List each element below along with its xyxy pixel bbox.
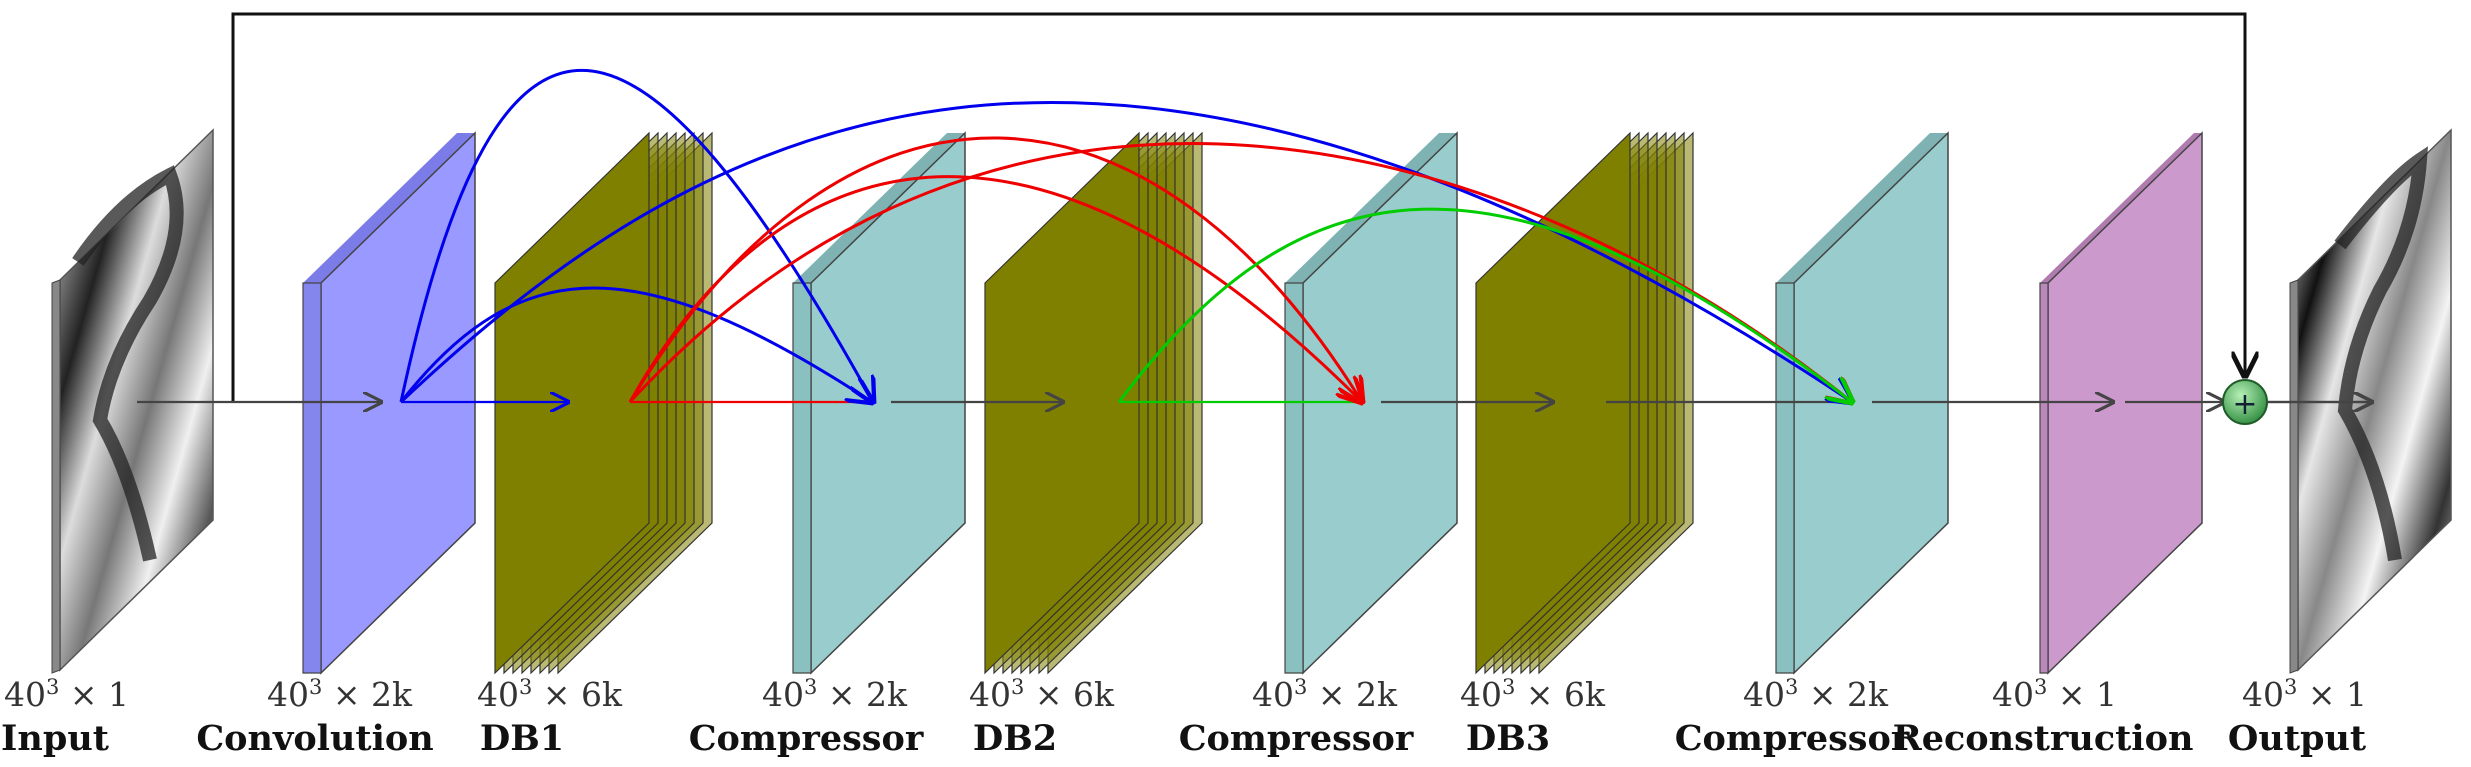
layer-dimension-input: 403 × 1	[4, 675, 129, 714]
svg-text:+: +	[2232, 387, 2257, 422]
layer-dimension-db1: 403 × 6k	[477, 675, 623, 714]
layer-dimension-comp1: 403 × 2k	[762, 675, 908, 714]
layer-dimension-db3: 403 × 6k	[1460, 675, 1606, 714]
input-layer	[51, 128, 214, 674]
layer-name-input: Input	[1, 718, 109, 759]
layer-name-comp3: Compressor	[1675, 718, 1910, 759]
output-layer	[2289, 128, 2452, 674]
layer-name-output: Output	[2228, 718, 2366, 759]
layer-name-recon: Reconstruction	[1893, 718, 2194, 759]
layer-labels: 403 × 1 Input 403 × 2k Convolution 403 × 6k D…	[1, 675, 2367, 759]
add-node: +	[2222, 379, 2268, 425]
layer-dimension-conv: 403 × 2k	[267, 675, 413, 714]
layer-dimension-recon: 403 × 1	[1992, 675, 2117, 714]
layer-name-comp2: Compressor	[1179, 718, 1414, 759]
layer-dimension-comp3: 403 × 2k	[1743, 675, 1889, 714]
dense-block-1	[494, 131, 713, 675]
dense-block-2	[984, 131, 1203, 675]
compressor-layer-2	[1284, 131, 1458, 675]
layer-name-conv: Convolution	[196, 718, 433, 759]
global-skip-connection	[231, 12, 2245, 402]
layer-dimension-db2: 403 × 6k	[969, 675, 1115, 714]
layer-dimension-output: 403 × 1	[2242, 675, 2367, 714]
layer-dimension-comp2: 403 × 2k	[1252, 675, 1398, 714]
layer-name-comp1: Compressor	[689, 718, 924, 759]
dense-block-slice	[494, 131, 650, 675]
input-image-icon	[59, 128, 214, 672]
dense-skip-connections	[399, 69, 1852, 402]
layer-name-db3: DB3	[1466, 718, 1550, 759]
layer-name-db2: DB2	[973, 718, 1057, 759]
compressor-layer-1	[792, 131, 966, 675]
compressor-layer-3	[1775, 131, 1949, 675]
layer-name-db1: DB1	[480, 718, 564, 759]
